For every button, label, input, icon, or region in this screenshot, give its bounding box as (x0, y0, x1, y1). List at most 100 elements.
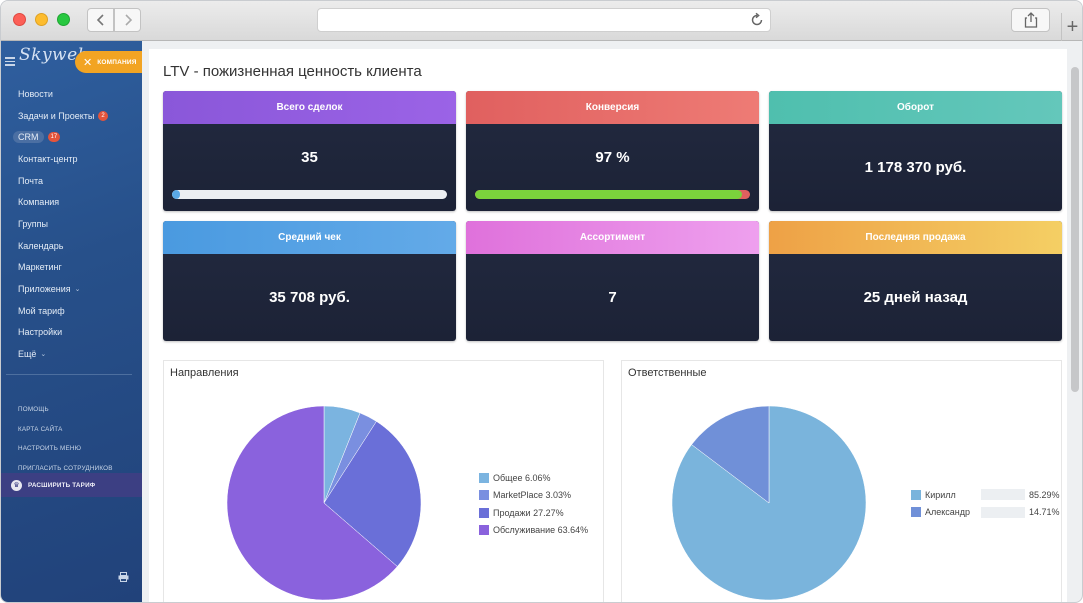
legend-swatch (911, 507, 921, 518)
logo: Skyweb (19, 45, 90, 65)
close-window-button[interactable] (13, 13, 26, 26)
legend-item[interactable]: Продажи 27.27% (479, 504, 588, 522)
upgrade-plan-label: РАСШИРИТЬ ТАРИФ (28, 481, 96, 489)
crown-icon: ♛ (11, 479, 22, 491)
legend-value: 85.29% (1029, 489, 1060, 500)
legend-swatch (479, 490, 489, 501)
company-chip[interactable]: ✕ КОМПАНИЯ (75, 51, 142, 73)
sidebar-item[interactable]: Мой тариф (18, 300, 108, 322)
pie-slice[interactable] (323, 421, 422, 567)
redacted-field (981, 489, 1025, 501)
reload-icon[interactable] (749, 12, 765, 28)
chart-title: Ответственные (628, 367, 707, 379)
legend-label: Общее 6.06% (493, 472, 551, 483)
share-icon (1024, 12, 1037, 28)
legend-item[interactable]: Общее 6.06% (479, 469, 588, 487)
sidebar-item[interactable]: Настройки (18, 322, 108, 344)
maximize-window-button[interactable] (57, 13, 70, 26)
pie-chart-directions (226, 405, 422, 601)
chevron-right-icon (124, 14, 132, 26)
sidebar-secondary-item[interactable]: НАСТРОИТЬ МЕНЮ (18, 445, 82, 453)
sidebar-item[interactable]: Группы (18, 213, 108, 235)
sidebar-item-label: CRM (13, 131, 44, 144)
sidebar: Skyweb ✕ КОМПАНИЯ Новости Задачи и Проект… (1, 41, 142, 602)
sidebar-secondary-item[interactable]: КАРТА САЙТА (18, 425, 63, 433)
sidebar-secondary-item[interactable]: ПОМОЩЬ (18, 406, 49, 414)
kpi-card-title: Средний чек (163, 221, 456, 254)
sidebar-item-label: Новости (18, 88, 53, 99)
sidebar-divider (6, 374, 132, 375)
close-icon[interactable]: ✕ (83, 56, 93, 69)
share-button[interactable] (1011, 8, 1050, 32)
legend-item[interactable]: Обслуживание 63.64% (479, 522, 588, 540)
sidebar-item[interactable]: Ещё ⌄ (18, 343, 108, 365)
legend-item[interactable]: Кирилл 85.29% (911, 486, 1060, 504)
legend-label: Александр (925, 507, 971, 518)
redacted-field (981, 506, 1025, 518)
page-title: LTV - пожизненная ценность клиента (163, 63, 422, 80)
sidebar-secondary-item[interactable]: ПРИГЛАСИТЬ СОТРУДНИКОВ (18, 464, 113, 472)
legend-label: MarketPlace 3.03% (493, 490, 572, 501)
sidebar-item[interactable]: Задачи и Проекты 2 (18, 105, 108, 127)
chevron-left-icon (96, 14, 104, 26)
kpi-card-value: 97 % (595, 149, 630, 166)
sidebar-item[interactable]: Календарь (18, 235, 108, 257)
counter-badge: 17 (47, 132, 61, 143)
legend-item[interactable]: Александр 14.71% (911, 504, 1060, 522)
chart-legend: Кирилл 85.29% Александр 14.71% (911, 486, 1060, 521)
legend-label: Кирилл (925, 489, 956, 500)
upgrade-plan-button[interactable]: ♛ РАСШИРИТЬ ТАРИФ (1, 473, 142, 497)
sidebar-menu: Новости Задачи и Проекты 2 CRM 17 Контакт-цен… (13, 83, 108, 365)
sidebar-item-label: Приложения (18, 284, 71, 295)
kpi-card-value: 35 (301, 149, 318, 166)
sidebar-item[interactable]: Маркетинг (18, 257, 108, 279)
legend-item[interactable]: MarketPlace 3.03% (479, 487, 588, 505)
kpi-card: Конверсия 97 % (466, 91, 759, 211)
new-tab-button[interactable]: + (1061, 13, 1082, 41)
sidebar-item-label: Группы (18, 218, 48, 229)
legend-swatch (479, 507, 489, 518)
chart-panel-directions: Направления Общее 6.06% MarketPlace 3.03%… (163, 360, 604, 602)
main-content: LTV - пожизненная ценность клиента Всего… (149, 49, 1067, 602)
company-chip-label: КОМПАНИЯ (97, 58, 137, 66)
menu-icon[interactable] (5, 57, 15, 68)
chart-legend: Общее 6.06% MarketPlace 3.03% Продажи 27.2… (479, 469, 588, 539)
kpi-card-value: 1 178 370 руб. (864, 159, 967, 176)
kpi-card: Ассортимент 7 (466, 221, 759, 341)
printer-icon[interactable] (118, 572, 129, 582)
sidebar-item[interactable]: Приложения ⌄ (18, 278, 108, 300)
pie-chart-responsible (671, 405, 867, 601)
minimize-window-button[interactable] (35, 13, 48, 26)
counter-badge: 2 (98, 110, 108, 121)
progress-bar (475, 190, 750, 199)
kpi-card: Средний чек 35 708 руб. (163, 221, 456, 341)
kpi-card-value: 25 дней назад (863, 289, 968, 306)
address-bar[interactable] (317, 8, 771, 32)
kpi-card: Оборот 1 178 370 руб. (769, 91, 1062, 211)
sidebar-item-label: Ещё (18, 349, 37, 360)
kpi-card-value: 35 708 руб. (269, 289, 350, 306)
sidebar-item-label: Настройки (18, 327, 63, 338)
sidebar-item[interactable]: Контакт-центр (18, 148, 108, 170)
sidebar-item[interactable]: Почта (18, 170, 108, 192)
sidebar-item-label: Мой тариф (18, 305, 65, 316)
legend-label: Обслуживание 63.64% (493, 525, 589, 536)
scrollbar[interactable] (1071, 67, 1079, 392)
kpi-card-title: Всего сделок (163, 91, 456, 124)
sidebar-item[interactable]: Новости (18, 83, 108, 105)
kpi-card-value: 7 (608, 289, 617, 306)
sidebar-item[interactable]: Компания (18, 191, 108, 213)
chart-panel-responsible: Ответственные Кирилл 85.29% Александр 14.71… (621, 360, 1062, 602)
progress-bar-fill (475, 190, 742, 199)
back-button[interactable] (87, 8, 114, 32)
kpi-card-title: Оборот (769, 91, 1062, 124)
kpi-card-title: Ассортимент (466, 221, 759, 254)
sidebar-item[interactable]: CRM 17 (13, 126, 108, 148)
pie-slice[interactable] (226, 405, 398, 601)
kpi-card-title: Последняя продажа (769, 221, 1062, 254)
sidebar-item-label: Компания (18, 197, 60, 208)
chart-title: Направления (170, 367, 239, 379)
pie-slice[interactable] (691, 405, 770, 504)
forward-button[interactable] (114, 8, 141, 32)
